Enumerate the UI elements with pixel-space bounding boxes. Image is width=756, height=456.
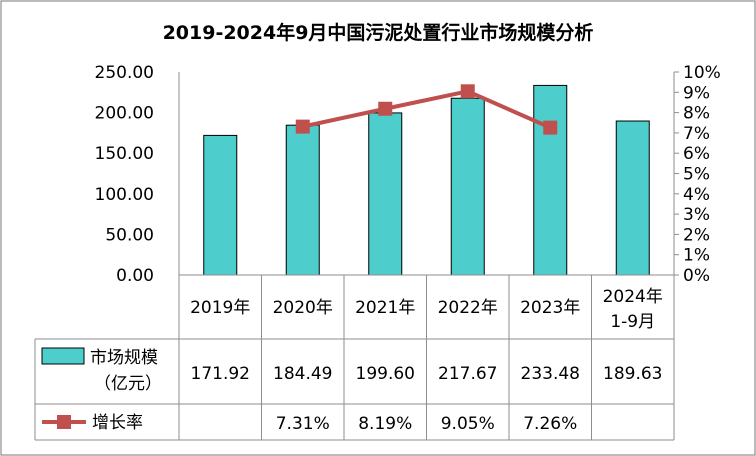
- growth-rate-value: 9.05%: [441, 414, 495, 434]
- chart-title: 2019-2024年9月中国污泥处置行业市场规模分析: [163, 21, 594, 44]
- legend-bar-label: 市场规模: [90, 348, 158, 368]
- right-axis-tick-label: 1%: [683, 246, 710, 266]
- market-size-value: 217.67: [438, 364, 497, 384]
- right-axis-ticks: 0%1%2%3%4%5%6%7%8%9%10%: [674, 63, 721, 286]
- right-axis-tick-label: 7%: [683, 124, 710, 144]
- category-label: 2023年: [520, 298, 580, 318]
- right-axis-tick-label: 9%: [683, 83, 710, 103]
- left-axis-tick-label: 250.00: [95, 63, 154, 83]
- growth-rate-marker: [460, 84, 475, 99]
- right-axis-tick-label: 3%: [683, 205, 710, 225]
- market-size-value: 184.49: [273, 364, 332, 384]
- market-size-bar: [450, 97, 485, 276]
- left-axis-ticks: 0.00 50.00 100.00 150.00 200.00 250.00: [95, 63, 154, 286]
- market-size-bar: [368, 112, 403, 276]
- growth-rate-value: 8.19%: [358, 414, 412, 434]
- growth-rate-value: 7.26%: [523, 414, 577, 434]
- right-axis-tick-label: 0%: [683, 266, 710, 286]
- bar-series: [203, 84, 650, 276]
- left-axis-tick-label: 0.00: [116, 266, 154, 286]
- growth-rate-marker: [543, 120, 558, 135]
- market-size-bar: [203, 134, 238, 276]
- growth-rate-marker: [378, 101, 393, 116]
- growth-rate-line: [302, 89, 552, 130]
- legend-line-label: 增长率: [92, 413, 143, 433]
- left-axis-tick-label: 150.00: [95, 144, 154, 164]
- right-axis-tick-label: 5%: [683, 165, 710, 185]
- market-size-value: 199.60: [356, 364, 415, 384]
- right-axis-tick-label: 2%: [683, 225, 710, 245]
- left-axis-tick-label: 100.00: [95, 185, 154, 205]
- legend-line-marker: [57, 415, 71, 429]
- category-label: 2019年: [190, 298, 250, 318]
- market-size-value: 189.63: [603, 364, 662, 384]
- market-size-value: 171.92: [191, 364, 250, 384]
- category-label: 1-9月: [610, 312, 655, 332]
- category-label: 2022年: [438, 298, 498, 318]
- category-label: 2020年: [273, 298, 333, 318]
- growth-rate-marker: [295, 119, 310, 134]
- category-label: 2021年: [355, 298, 415, 318]
- legend-bar-label: （亿元）: [94, 374, 162, 394]
- market-size-bar: [533, 84, 568, 276]
- right-axis-tick-label: 10%: [683, 63, 721, 83]
- plot-axes: [178, 72, 675, 275]
- market-size-bar: [285, 124, 320, 276]
- right-axis-tick-label: 4%: [683, 185, 710, 205]
- market-size-bar: [615, 120, 650, 276]
- legend-bar-swatch: [41, 347, 85, 365]
- left-axis-tick-label: 200.00: [95, 104, 154, 124]
- right-axis-tick-label: 8%: [683, 104, 710, 124]
- growth-rate-value: 7.31%: [276, 414, 330, 434]
- growth-line-series: [295, 84, 558, 135]
- market-size-value: 233.48: [521, 364, 580, 384]
- right-axis-tick-label: 6%: [683, 144, 710, 164]
- category-label: 2024年: [603, 287, 663, 307]
- left-axis-tick-label: 50.00: [105, 225, 154, 245]
